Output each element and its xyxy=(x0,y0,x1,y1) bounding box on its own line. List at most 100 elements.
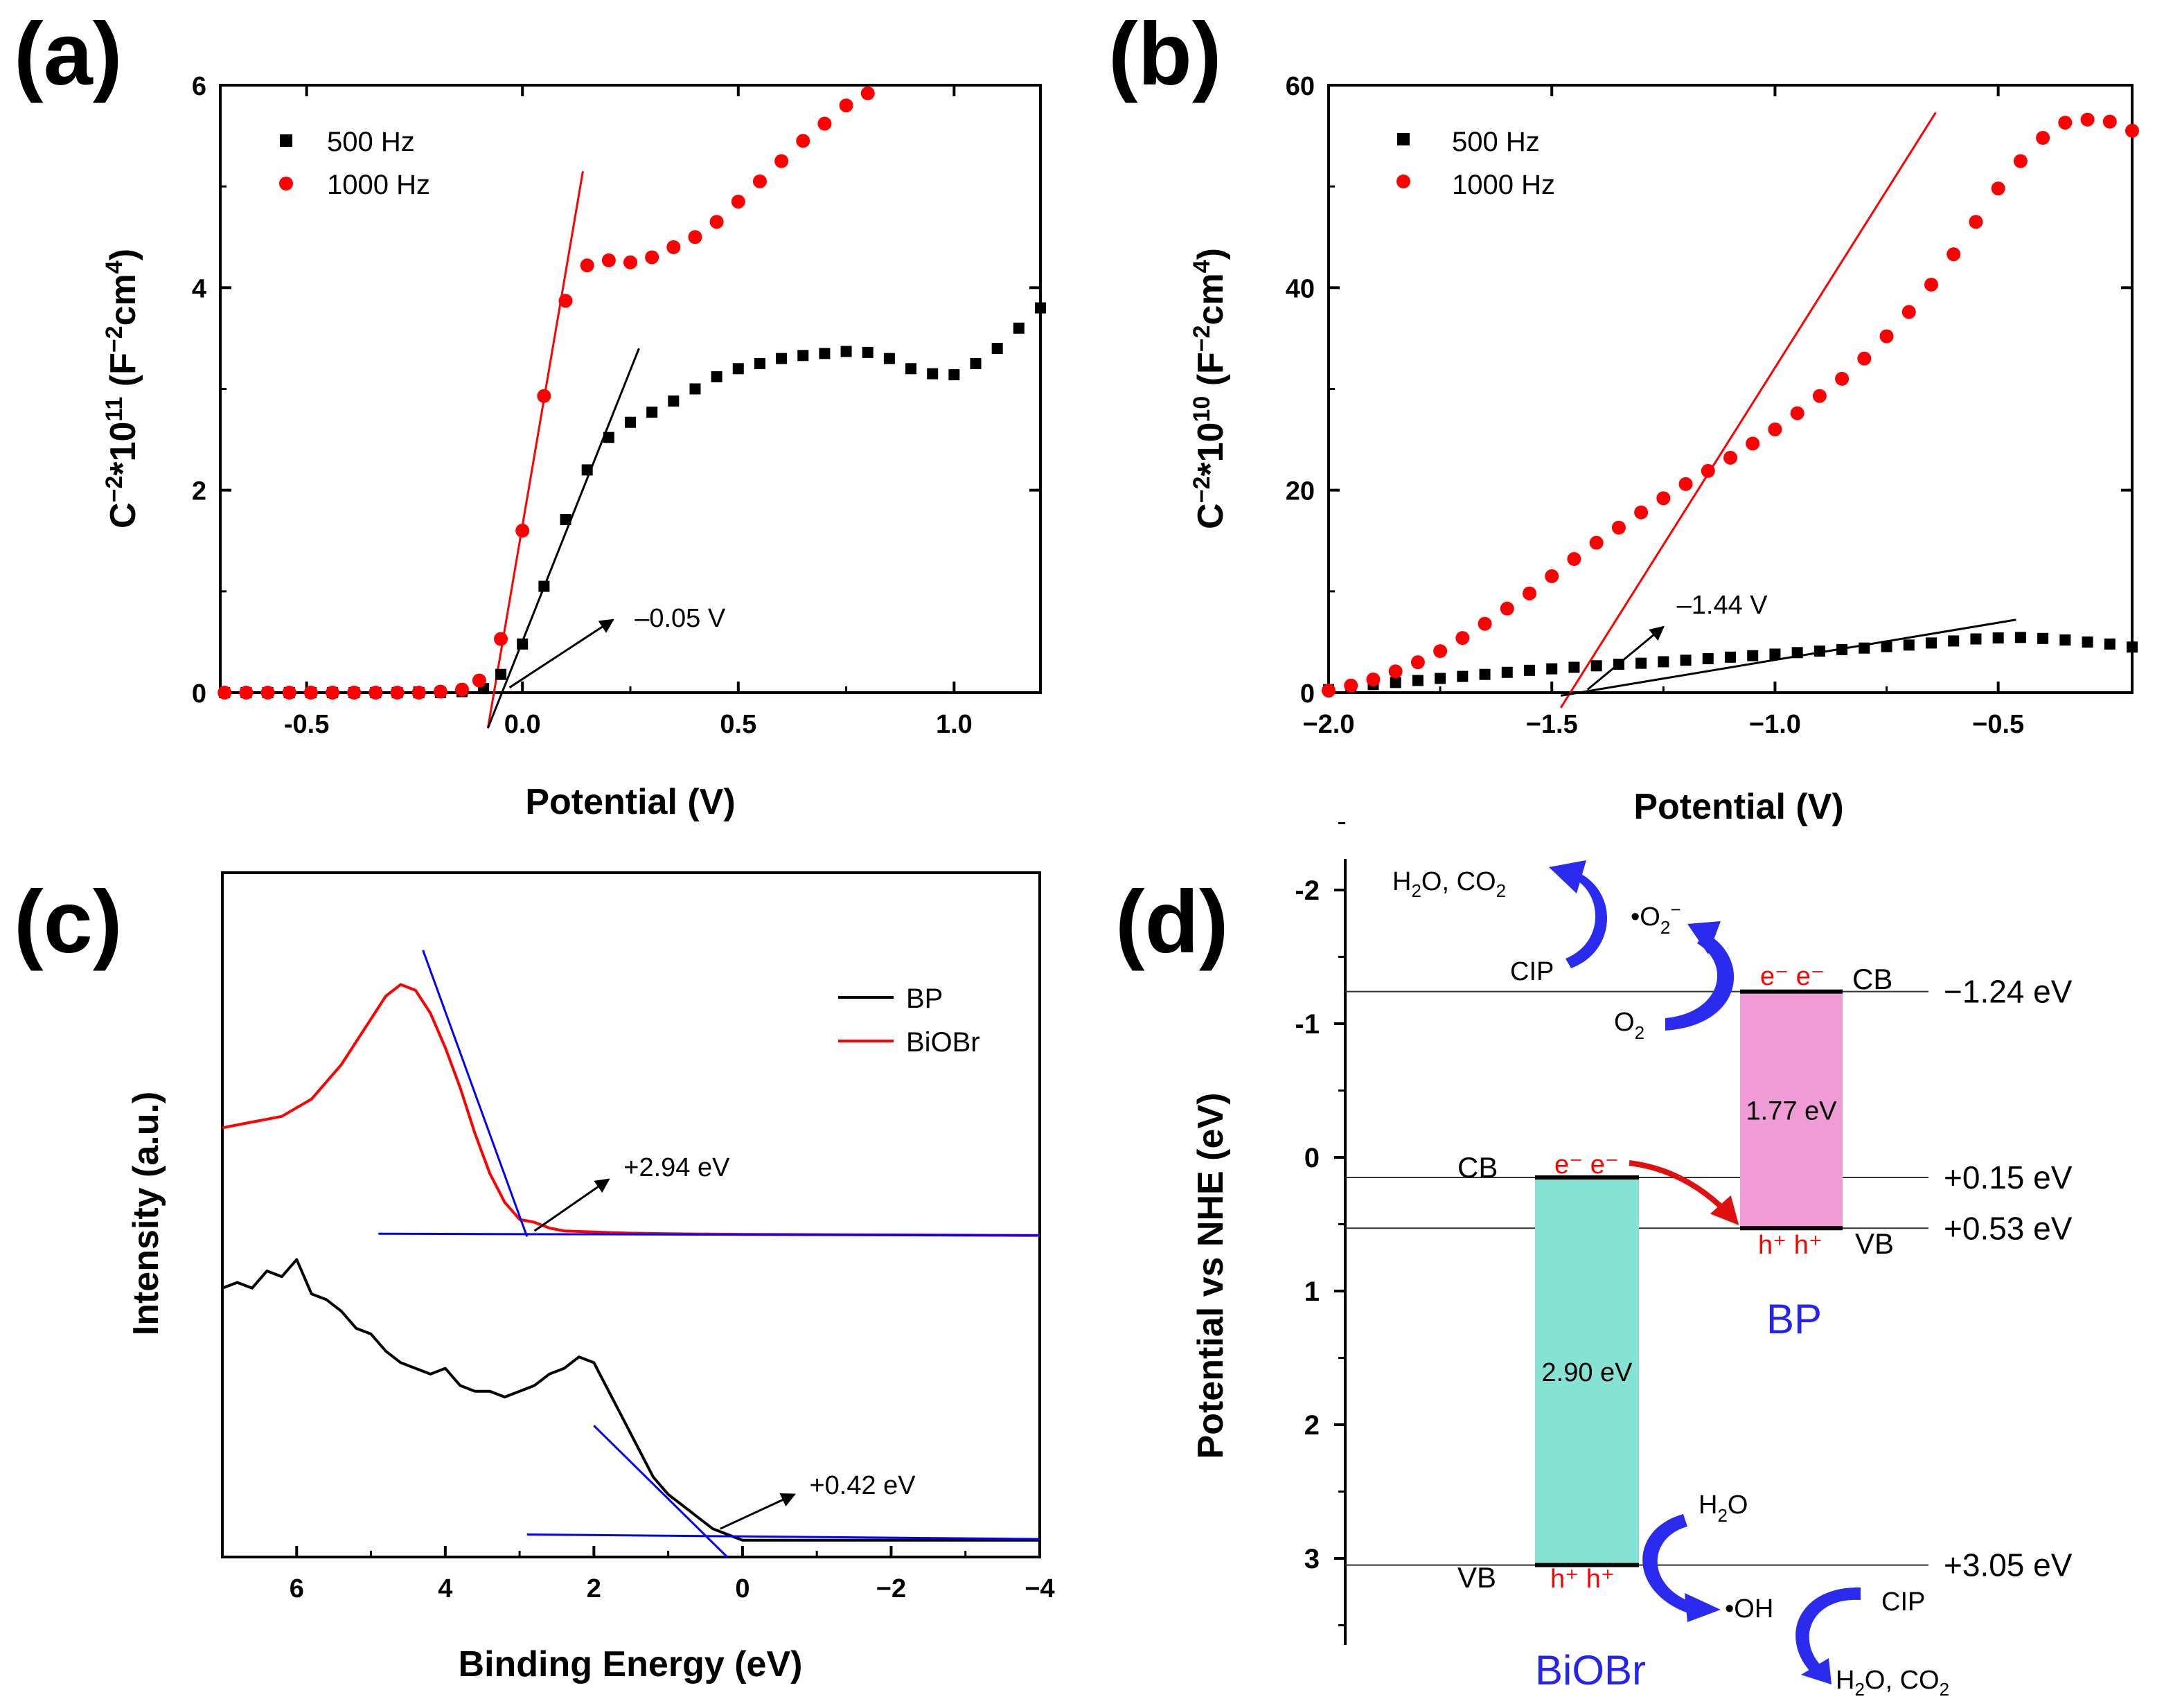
panel-b-ticks: −2.0 −1.5 −1.0 −0.5 0 20 40 60 xyxy=(1286,72,2132,739)
point-500-hz xyxy=(2059,634,2071,646)
ylabel-part: −2 xyxy=(1189,477,1215,504)
point-1000-hz xyxy=(1433,644,1448,659)
point-500-hz xyxy=(1635,657,1647,669)
point-1000-hz xyxy=(1611,520,1626,535)
point-1000-hz xyxy=(645,250,659,265)
ylabel-part: 10 xyxy=(1189,396,1215,422)
energy-level-label: +3.05 eV xyxy=(1944,1547,2073,1583)
point-1000-hz xyxy=(239,686,254,700)
x-tick-label: 4 xyxy=(438,1574,452,1603)
y-tick-label: -2 xyxy=(1295,875,1320,906)
panel-c-xlabel: Binding Energy (eV) xyxy=(459,1644,803,1684)
energy-level-label: +0.53 eV xyxy=(1944,1210,2073,1246)
point-500-hz xyxy=(2082,636,2093,648)
point-500-hz xyxy=(495,668,507,680)
point-1000-hz xyxy=(347,686,362,700)
point-1000-hz xyxy=(282,686,296,700)
point-500-hz xyxy=(883,353,895,364)
legend-marker-1000hz xyxy=(279,177,293,190)
fit-line xyxy=(1560,619,2016,697)
point-500-hz xyxy=(776,353,788,364)
point-1000-hz xyxy=(752,174,767,188)
point-1000-hz xyxy=(1634,505,1649,519)
panel-c-ylabel: Intensity (a.u.) xyxy=(126,1092,166,1335)
point-500-hz xyxy=(1435,673,1446,684)
y-tick-label: 60 xyxy=(1286,72,1315,101)
point-500-hz xyxy=(560,514,571,526)
point-1000-hz xyxy=(1678,477,1693,491)
point-500-hz xyxy=(1948,635,1960,647)
point-1000-hz xyxy=(260,686,275,700)
panel-d-ticks: -2 -1 0 1 2 3 xyxy=(1295,822,1345,1626)
point-1000-hz xyxy=(2036,131,2050,145)
panel-a: (a) -0.5 0.0 0.5 1.0 0 2 4 6 –0.05 V Potential … xyxy=(14,5,1046,822)
point-500-hz xyxy=(1859,642,1870,654)
point-500-hz xyxy=(797,350,809,362)
point-1000-hz xyxy=(494,632,508,646)
x-tick-label: −2 xyxy=(876,1574,906,1603)
point-1000-hz xyxy=(1969,215,1983,229)
x-tick-label: 0.5 xyxy=(720,710,756,739)
x-tick-label: −0.5 xyxy=(1972,710,2024,739)
point-1000-hz xyxy=(558,294,573,308)
ylabel-part: −2 xyxy=(1189,325,1215,352)
point-500-hz xyxy=(1457,670,1469,682)
point-500-hz xyxy=(603,432,614,443)
point-500-hz xyxy=(970,357,982,369)
point-1000-hz xyxy=(472,673,486,688)
point-500-hz xyxy=(927,368,939,380)
panel-c-frame xyxy=(221,871,1041,1558)
spectrum-bp xyxy=(222,1258,1040,1542)
panel-a-annotation: –0.05 V xyxy=(508,604,726,688)
point-500-hz xyxy=(538,580,550,592)
band-gap-label: 2.90 eV xyxy=(1542,1358,1633,1387)
bp-holes: h⁺ h⁺ xyxy=(1758,1231,1822,1260)
panel-c-fit-lines xyxy=(378,950,1040,1558)
point-500-hz xyxy=(2104,638,2116,650)
panel-a-ylabel: C−2*1011 (F−2cm4) xyxy=(101,249,143,528)
point-1000-hz xyxy=(537,389,551,403)
y-tick-label: 0 xyxy=(192,679,206,709)
y-tick-label: 2 xyxy=(192,477,206,506)
ylabel-part: cm xyxy=(103,274,143,326)
point-500-hz xyxy=(517,638,529,650)
point-500-hz xyxy=(991,343,1003,355)
electron-transfer-arrow xyxy=(1629,1160,1739,1225)
panel-c-ticks: 6 4 2 0 −2 −4 xyxy=(290,1546,1055,1603)
point-1000-hz xyxy=(1879,329,1894,344)
point-500-hz xyxy=(581,464,593,476)
point-1000-hz xyxy=(1924,277,1938,292)
biobr-holes: h⁺ h⁺ xyxy=(1550,1565,1615,1594)
ylabel-part: (F xyxy=(103,353,143,397)
panel-c-annotations: +2.94 eV +0.42 eV xyxy=(533,1153,916,1530)
top-h2o-co2-label: H2O, CO2 xyxy=(1392,867,1506,901)
point-500-hz xyxy=(1035,302,1046,314)
point-1000-hz xyxy=(218,686,232,700)
point-500-hz xyxy=(754,357,765,369)
point-1000-hz xyxy=(303,686,318,700)
point-1000-hz xyxy=(817,116,832,131)
hydroxyl-label: •OH xyxy=(1725,1594,1773,1624)
point-500-hz xyxy=(862,346,873,358)
point-1000-hz xyxy=(1344,678,1358,693)
point-500-hz xyxy=(1479,668,1491,680)
point-1000-hz xyxy=(1835,371,1850,386)
ylabel-part: cm xyxy=(1191,273,1231,325)
biobr-cb-label: CB xyxy=(1457,1151,1498,1184)
panel-d: (d) -2 -1 0 1 2 3 Potential vs NHE (eV) −1.24… xyxy=(1115,822,2073,1700)
point-1000-hz xyxy=(1567,552,1581,567)
superoxide-label: •O2− xyxy=(1631,899,1681,938)
point-1000-hz xyxy=(1812,389,1827,403)
point-500-hz xyxy=(1903,639,1915,651)
ylabel-part: (F xyxy=(1191,352,1231,396)
point-1000-hz xyxy=(1388,664,1403,679)
point-500-hz xyxy=(1680,655,1692,666)
annotation-text: +2.94 eV xyxy=(623,1153,730,1182)
point-500-hz xyxy=(1769,648,1781,660)
point-1000-hz xyxy=(454,682,469,697)
y-tick-label: 4 xyxy=(192,274,206,303)
annotation-text: –1.44 V xyxy=(1677,591,1768,620)
point-1000-hz xyxy=(1991,181,2005,196)
panel-d-ylabel: Potential vs NHE (eV) xyxy=(1191,1093,1231,1459)
